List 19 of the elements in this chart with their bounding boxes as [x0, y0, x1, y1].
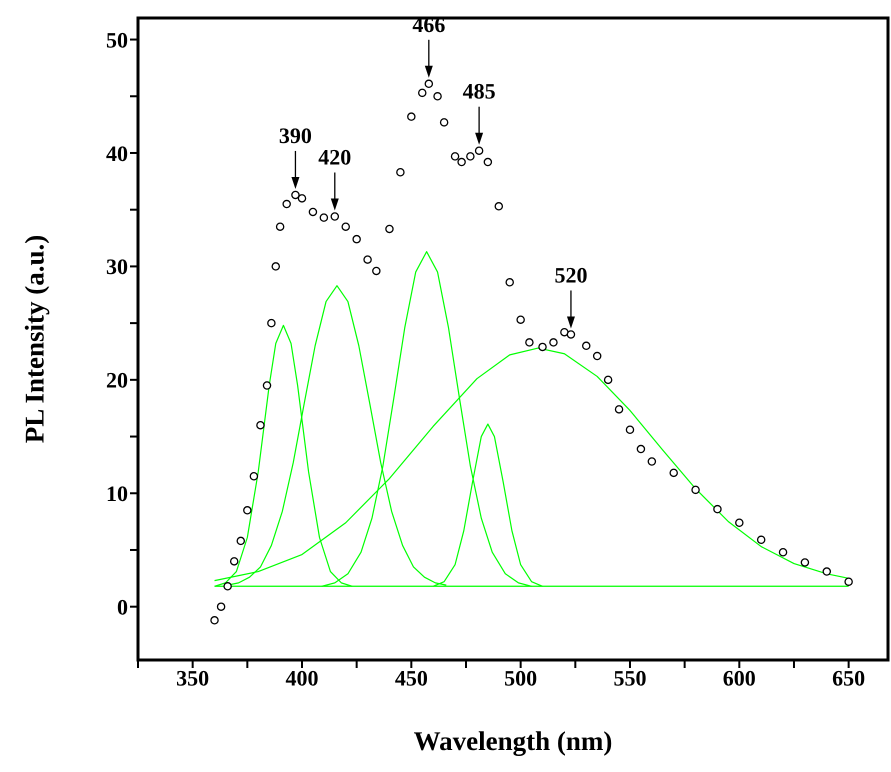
x-tick-label: 400: [285, 666, 318, 691]
x-tick-label: 500: [504, 666, 538, 691]
annotation: 420: [318, 144, 352, 170]
x-tick-label: 600: [722, 666, 756, 691]
x-tick-label: 650: [832, 666, 866, 691]
y-tick-label: 30: [106, 254, 128, 280]
annotation: 520: [554, 262, 588, 288]
y-axis-title: PL Intensity (a.u.): [20, 234, 50, 444]
y-tick-label: 20: [106, 368, 128, 393]
y-tick-label: 50: [106, 27, 128, 52]
y-tick-label: 0: [117, 594, 128, 620]
x-tick-label: 450: [394, 666, 428, 691]
annotation: 390: [278, 122, 312, 148]
annotation: 485: [462, 78, 496, 104]
x-tick-label: 350: [176, 666, 210, 691]
x-axis-title: Wavelength (nm): [414, 726, 612, 756]
x-tick-label: 550: [613, 666, 646, 691]
y-tick-label: 10: [106, 481, 128, 506]
y-tick-label: 40: [106, 140, 128, 166]
